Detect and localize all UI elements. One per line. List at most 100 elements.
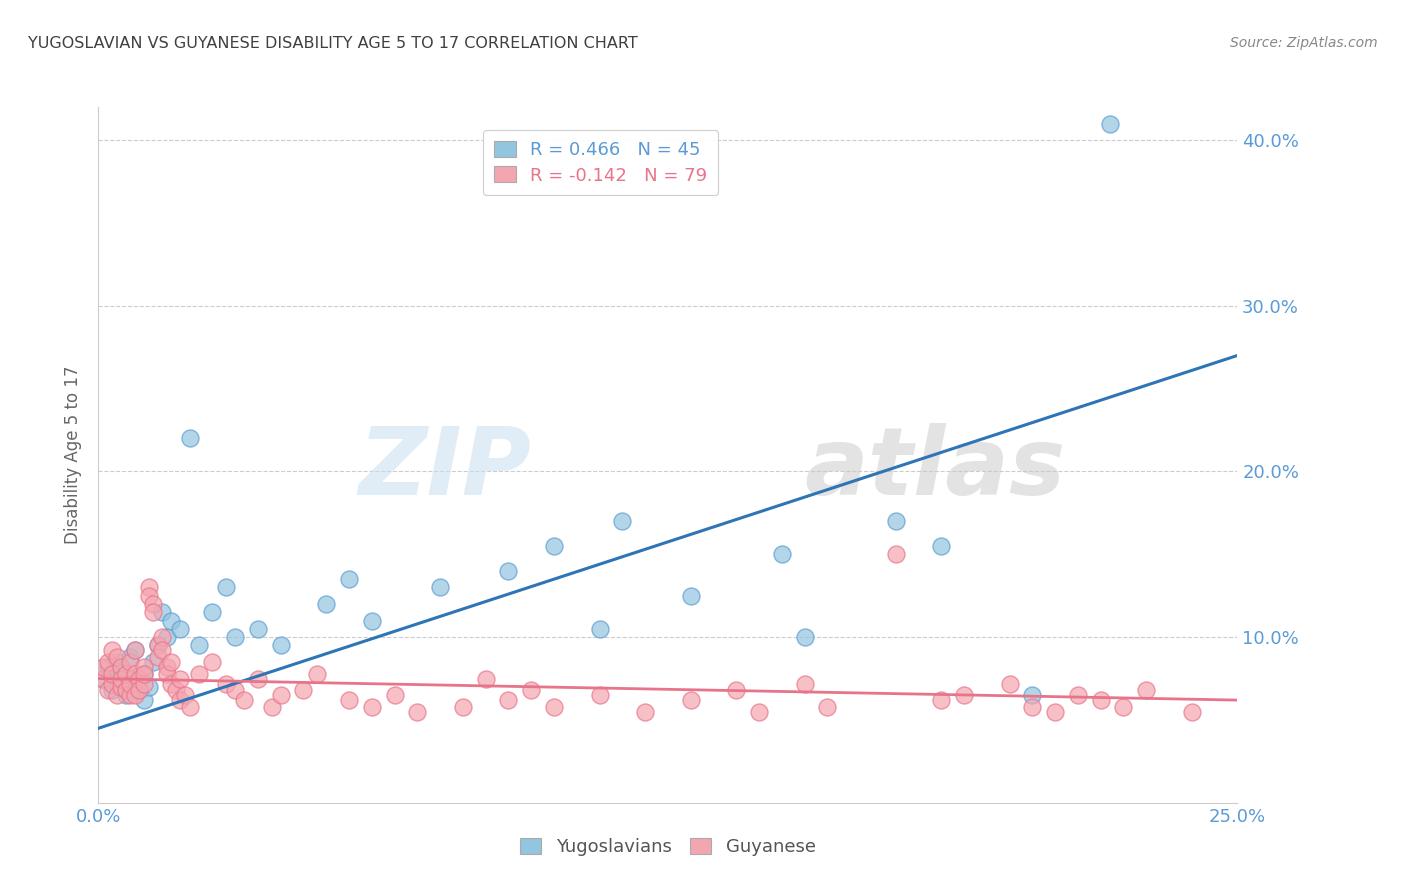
Point	[138, 680, 160, 694]
Point	[124, 688, 146, 702]
Point	[270, 639, 292, 653]
Point	[360, 614, 382, 628]
Point	[120, 676, 142, 690]
Point	[953, 688, 976, 702]
Point	[124, 643, 146, 657]
Point	[1043, 705, 1066, 719]
Point	[146, 639, 169, 653]
Point	[160, 655, 183, 669]
Point	[770, 547, 793, 561]
Point	[120, 650, 142, 665]
Point	[105, 650, 128, 665]
Point	[215, 676, 238, 690]
Point	[233, 693, 256, 707]
Point	[156, 630, 179, 644]
Point	[748, 705, 770, 719]
Point	[105, 655, 128, 669]
Point	[187, 666, 209, 681]
Point	[520, 683, 543, 698]
Point	[1098, 117, 1121, 131]
Point	[132, 693, 155, 707]
Point	[406, 705, 429, 719]
Point	[128, 683, 150, 698]
Point	[160, 614, 183, 628]
Point	[588, 622, 610, 636]
Point	[110, 672, 132, 686]
Point	[679, 589, 702, 603]
Point	[588, 688, 610, 702]
Point	[128, 683, 150, 698]
Point	[91, 660, 114, 674]
Point	[110, 660, 132, 674]
Point	[110, 663, 132, 677]
Point	[156, 666, 179, 681]
Point	[124, 643, 146, 657]
Point	[156, 660, 179, 674]
Point	[451, 699, 474, 714]
Point	[120, 672, 142, 686]
Point	[150, 643, 173, 657]
Point	[337, 572, 360, 586]
Point	[315, 597, 337, 611]
Point	[150, 605, 173, 619]
Point	[132, 676, 155, 690]
Point	[543, 699, 565, 714]
Point	[101, 683, 124, 698]
Point	[498, 564, 520, 578]
Point	[1021, 688, 1043, 702]
Point	[337, 693, 360, 707]
Point	[215, 581, 238, 595]
Point	[101, 666, 124, 681]
Point	[292, 683, 315, 698]
Point	[142, 597, 165, 611]
Point	[132, 666, 155, 681]
Point	[114, 683, 136, 698]
Point	[793, 676, 815, 690]
Point	[201, 605, 224, 619]
Point	[246, 622, 269, 636]
Point	[884, 514, 907, 528]
Point	[179, 431, 201, 445]
Point	[884, 547, 907, 561]
Point	[474, 672, 496, 686]
Point	[793, 630, 815, 644]
Point	[1090, 693, 1112, 707]
Point	[160, 676, 183, 690]
Point	[307, 666, 329, 681]
Y-axis label: Disability Age 5 to 17: Disability Age 5 to 17	[65, 366, 83, 544]
Point	[360, 699, 382, 714]
Text: atlas: atlas	[804, 423, 1066, 515]
Point	[142, 605, 165, 619]
Point	[120, 688, 142, 702]
Point	[101, 643, 124, 657]
Point	[124, 666, 146, 681]
Point	[174, 688, 197, 702]
Point	[1181, 705, 1204, 719]
Point	[101, 666, 124, 681]
Text: ZIP: ZIP	[359, 423, 531, 515]
Point	[929, 539, 952, 553]
Point	[110, 680, 132, 694]
Legend: Yugoslavians, Guyanese: Yugoslavians, Guyanese	[513, 830, 823, 863]
Point	[91, 672, 114, 686]
Point	[101, 676, 124, 690]
Point	[91, 672, 114, 686]
Point	[169, 672, 191, 686]
Point	[132, 660, 155, 674]
Point	[128, 672, 150, 686]
Point	[929, 693, 952, 707]
Point	[96, 660, 118, 674]
Text: Source: ZipAtlas.com: Source: ZipAtlas.com	[1230, 36, 1378, 50]
Point	[138, 581, 160, 595]
Point	[612, 514, 634, 528]
Point	[1112, 699, 1135, 714]
Point	[543, 539, 565, 553]
Point	[138, 589, 160, 603]
Point	[105, 676, 128, 690]
Point	[246, 672, 269, 686]
Point	[165, 683, 187, 698]
Point	[384, 688, 406, 702]
Point	[120, 655, 142, 669]
Point	[146, 639, 169, 653]
Text: YUGOSLAVIAN VS GUYANESE DISABILITY AGE 5 TO 17 CORRELATION CHART: YUGOSLAVIAN VS GUYANESE DISABILITY AGE 5…	[28, 36, 638, 51]
